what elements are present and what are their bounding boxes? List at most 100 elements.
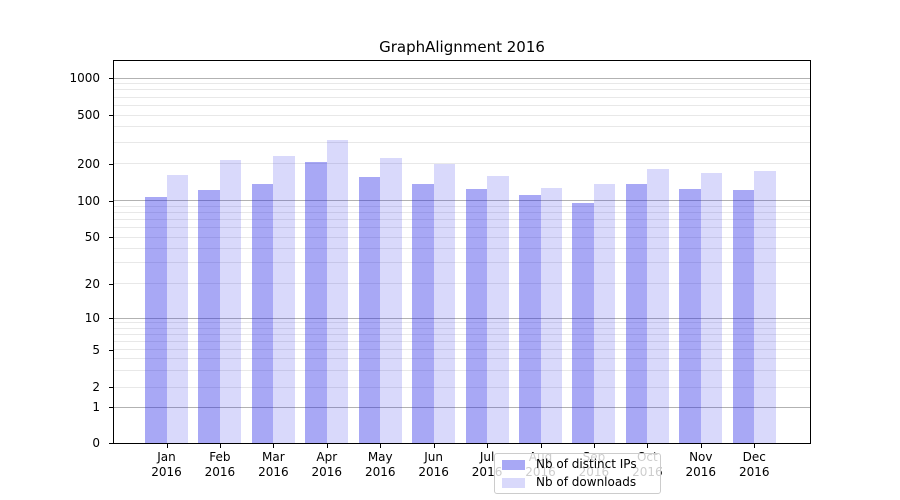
y-tick-label-10: 10 [84, 311, 100, 325]
x-tick-year: 2016 [311, 465, 343, 479]
gridline-minor-800 [114, 89, 810, 91]
y-tick-label-100: 100 [77, 193, 100, 208]
x-tick-mark-feb [219, 444, 221, 448]
bar-distinct-ips-jun [412, 183, 434, 443]
y-tick-label-200: 200 [77, 156, 100, 171]
bar-downloads-mar [273, 156, 295, 443]
y-tick-mark-10 [109, 318, 113, 319]
gridline-minor-5 [114, 349, 810, 350]
gridline-minor-900 [114, 83, 810, 85]
x-tick-year: 2016 [204, 465, 236, 479]
gridline-minor-700 [114, 96, 810, 98]
gridline-minor-9 [114, 322, 810, 324]
gridline-minor-90 [114, 205, 810, 207]
bar-distinct-ips-feb [198, 189, 220, 443]
y-tick-label-1000: 1000 [69, 71, 100, 85]
y-tick-label-5: 5 [92, 342, 100, 357]
gridline-minor-20 [114, 283, 810, 284]
x-tick-month: Jul [479, 450, 495, 464]
x-tick-year: 2016 [418, 465, 449, 479]
bar-distinct-ips-jan [145, 196, 167, 443]
gridline-major-1000 [114, 77, 810, 79]
x-tick-mark-jan [166, 444, 168, 448]
bar-downloads-apr [326, 140, 349, 443]
bar-downloads-feb [219, 160, 242, 443]
x-tick-month: Nov [689, 450, 713, 464]
gridline-major-100 [114, 200, 810, 201]
bar-distinct-ips-jul [465, 189, 488, 443]
y-tick-mark-100 [109, 200, 113, 202]
bar-downloads-jul [487, 176, 509, 443]
legend-label-distinct-ips: Nb of distinct IPs [536, 457, 637, 471]
x-tick-mark-apr [326, 444, 328, 448]
x-tick-month: Jan [157, 450, 176, 464]
gridline-minor-30 [114, 262, 810, 264]
y-tick-mark-2 [109, 387, 113, 388]
bar-distinct-ips-nov [679, 189, 701, 443]
y-tick-label-50: 50 [84, 230, 100, 244]
gridline-minor-300 [114, 141, 810, 143]
gridline-minor-60 [114, 226, 810, 228]
y-tick-mark-200 [109, 163, 113, 165]
gridline-minor-200 [114, 163, 810, 164]
x-tick-mark-aug [540, 444, 542, 448]
bar-downloads-sep [593, 184, 616, 443]
x-tick-month: Jun [424, 450, 444, 464]
y-tick-label-0: 0 [92, 436, 100, 450]
y-tick-label-20: 20 [84, 276, 100, 291]
y-tick-label-1: 1 [92, 400, 100, 414]
bar-distinct-ips-may [358, 177, 381, 443]
x-tick-month: Feb [209, 450, 231, 464]
legend-swatch-downloads-icon [502, 477, 525, 488]
x-tick-year: 2016 [258, 465, 289, 479]
bar-distinct-ips-aug [519, 195, 541, 443]
x-tick-label-jan: Jan 2016 [135, 450, 199, 480]
bar-distinct-ips-dec [732, 189, 755, 443]
x-tick-label-apr: Apr 2016 [295, 450, 359, 480]
x-tick-mark-may [380, 444, 382, 448]
y-tick-mark-5 [109, 349, 113, 351]
x-tick-label-dec: Dec 2016 [722, 450, 786, 480]
x-tick-month: Apr [316, 450, 338, 464]
legend-item-downloads: Nb of downloads [502, 475, 653, 490]
bar-distinct-ips-apr [305, 162, 327, 443]
x-tick-year: 2016 [738, 465, 770, 479]
bar-distinct-ips-oct [625, 184, 648, 443]
bar-downloads-oct [647, 169, 669, 443]
gridline-minor-2 [114, 386, 810, 388]
bar-distinct-ips-sep [572, 202, 594, 443]
x-tick-label-mar: Mar 2016 [241, 450, 305, 480]
x-tick-month: Dec [742, 450, 766, 464]
y-tick-mark-1 [109, 407, 113, 408]
gridline-minor-40 [114, 247, 810, 249]
gridline-major-1 [114, 406, 810, 408]
gridline-minor-80 [114, 211, 810, 213]
y-tick-mark-1000 [109, 78, 113, 79]
x-tick-year: 2016 [364, 465, 396, 479]
bar-downloads-jun [433, 163, 456, 443]
x-tick-label-jun: Jun 2016 [402, 450, 466, 480]
gridline-minor-70 [114, 218, 810, 220]
y-tick-mark-20 [109, 283, 113, 285]
x-tick-mark-mar [273, 444, 275, 448]
bar-downloads-nov [700, 173, 723, 443]
x-tick-mark-jul [487, 444, 489, 448]
x-tick-label-may: May 2016 [348, 450, 412, 480]
x-tick-month: Mar [262, 450, 285, 464]
chart-title: GraphAlignment 2016 [379, 38, 545, 56]
plot-area: Nb of distinct IPs Nb of downloads [113, 60, 811, 494]
legend-label-downloads: Nb of downloads [536, 475, 637, 489]
x-tick-mark-oct [647, 444, 649, 448]
y-tick-mark-500 [109, 115, 113, 116]
legend: Nb of distinct IPs Nb of downloads [494, 453, 661, 494]
gridline-minor-7 [114, 333, 810, 335]
gridline-minor-400 [114, 126, 810, 128]
gridline-minor-4 [114, 358, 810, 360]
gridline-minor-50 [114, 236, 810, 238]
y-tick-label-2: 2 [92, 380, 100, 394]
bar-downloads-jan [166, 175, 188, 443]
x-tick-year: 2016 [685, 465, 717, 479]
x-tick-label-nov: Nov 2016 [669, 450, 733, 480]
bar-downloads-dec [754, 171, 776, 443]
